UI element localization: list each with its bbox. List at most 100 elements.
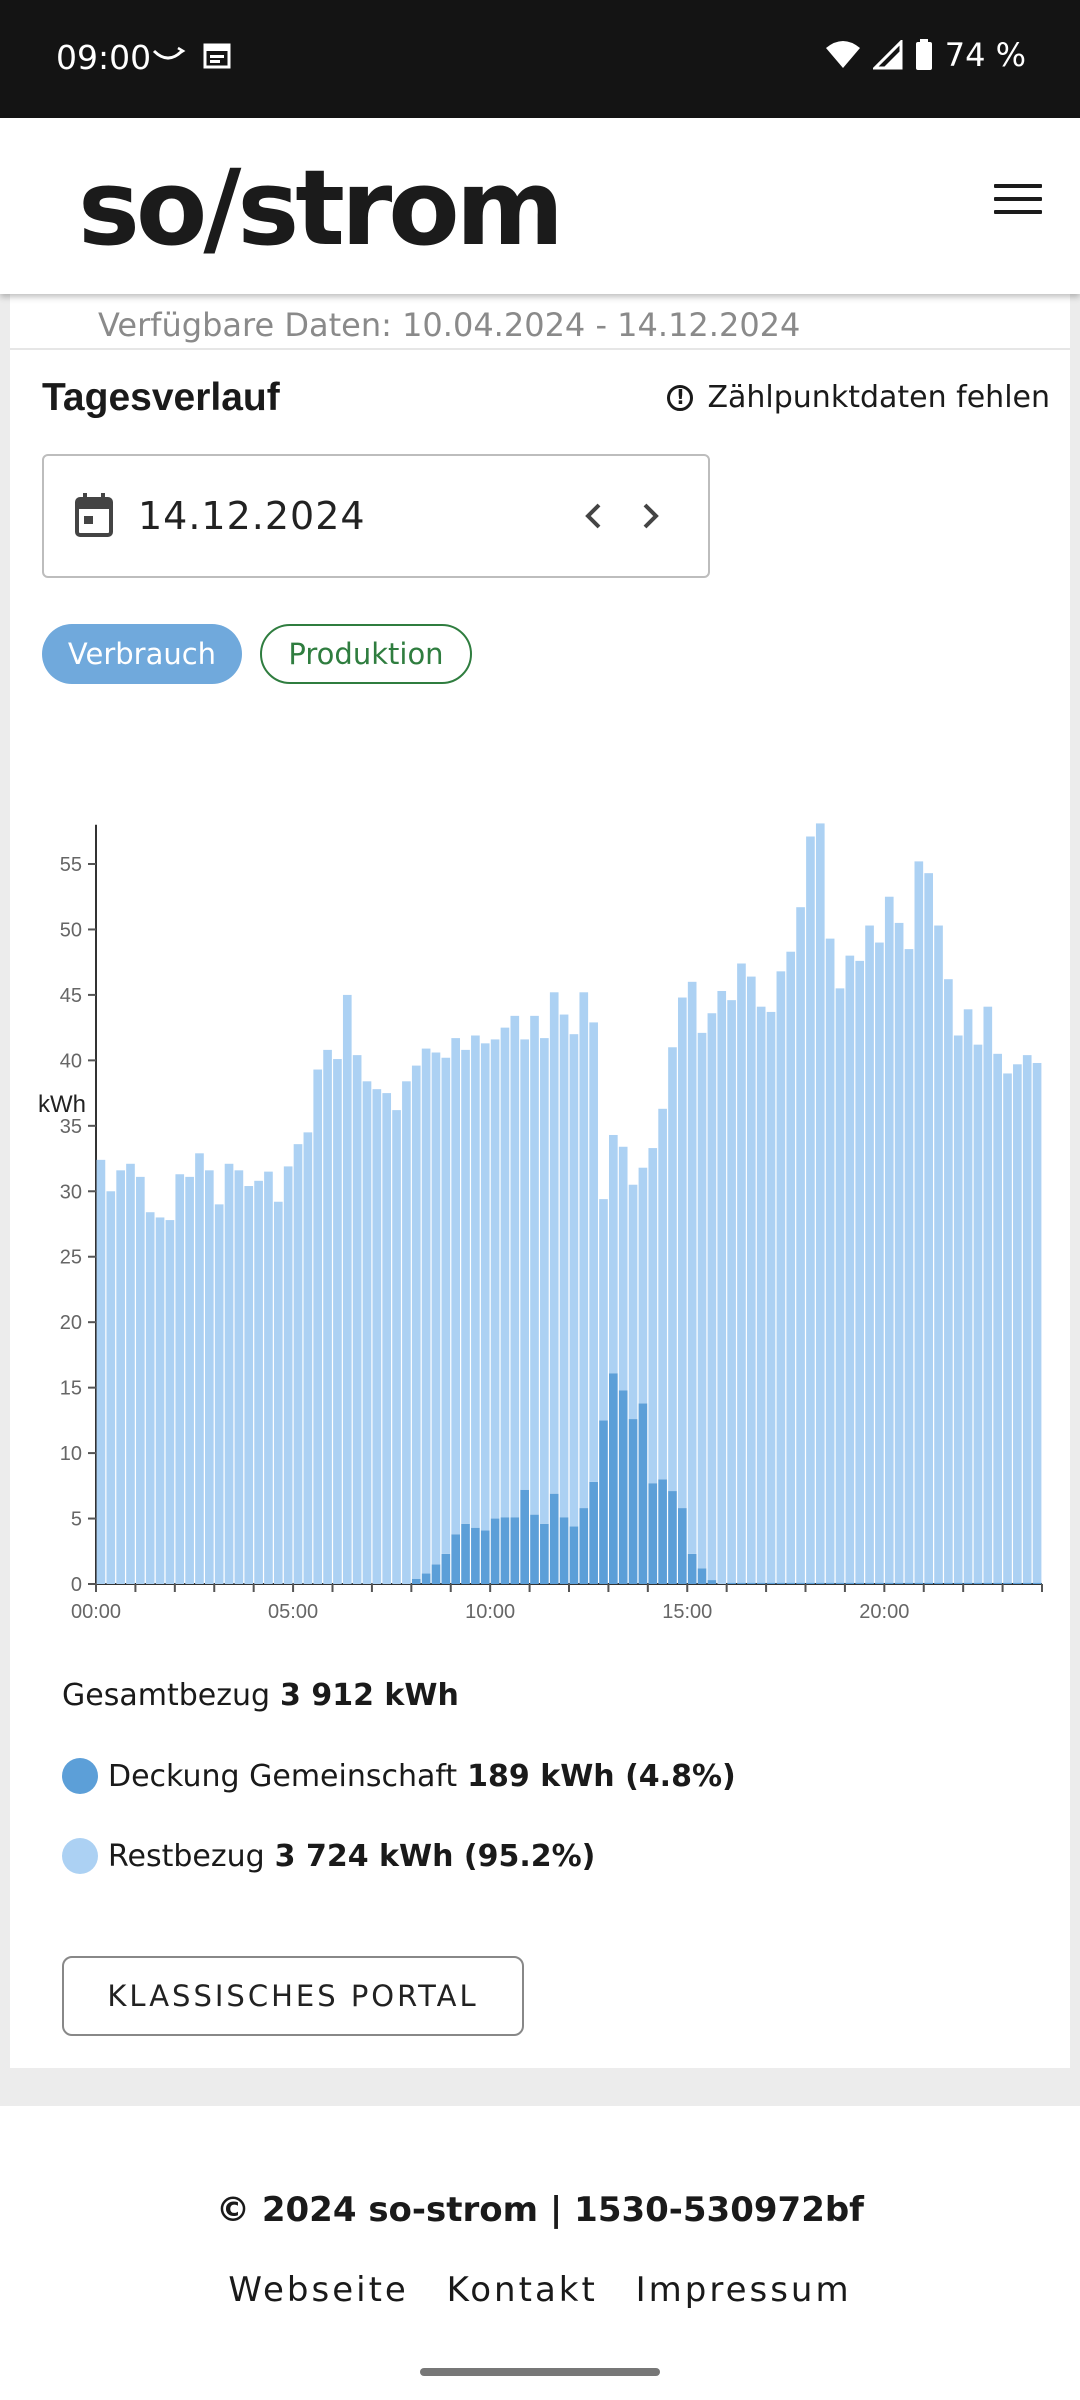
- bar-rest[interactable]: [106, 1191, 116, 1584]
- bar-community[interactable]: [559, 1517, 569, 1584]
- bar-community[interactable]: [687, 1553, 697, 1584]
- bar-community[interactable]: [471, 1527, 480, 1584]
- bar-community[interactable]: [461, 1523, 470, 1584]
- bar-rest[interactable]: [825, 938, 835, 1583]
- bar-community[interactable]: [875, 1582, 884, 1584]
- bar-community[interactable]: [756, 1582, 766, 1584]
- bar-community[interactable]: [796, 1582, 805, 1584]
- bar-community[interactable]: [589, 1481, 598, 1584]
- bar-rest[interactable]: [490, 1039, 500, 1519]
- so-strom-logo[interactable]: so/strom: [78, 147, 564, 269]
- tab-verbrauch[interactable]: Verbrauch: [42, 624, 242, 684]
- bar-community[interactable]: [737, 1582, 746, 1584]
- missing-meter-data-notice[interactable]: Zählpunktdaten fehlen: [667, 380, 1050, 415]
- bar-community[interactable]: [599, 1420, 608, 1584]
- bar-rest[interactable]: [934, 925, 943, 1583]
- bar-community[interactable]: [884, 1582, 894, 1584]
- bar-rest[interactable]: [549, 992, 559, 1494]
- bar-rest[interactable]: [234, 1170, 244, 1584]
- chevron-right-icon[interactable]: [630, 496, 670, 536]
- bar-rest[interactable]: [737, 963, 746, 1583]
- bar-rest[interactable]: [126, 1163, 135, 1584]
- bar-community[interactable]: [707, 1580, 717, 1584]
- bar-rest[interactable]: [865, 925, 874, 1583]
- bar-community[interactable]: [658, 1479, 667, 1584]
- bar-rest[interactable]: [983, 1006, 993, 1583]
- bar-community[interactable]: [904, 1582, 914, 1584]
- bar-rest[interactable]: [904, 949, 914, 1583]
- bar-community[interactable]: [894, 1582, 904, 1584]
- bar-rest[interactable]: [392, 1110, 401, 1584]
- bar-rest[interactable]: [697, 1032, 707, 1569]
- bar-rest[interactable]: [362, 1081, 372, 1584]
- footer-link-webseite[interactable]: Webseite: [228, 2270, 409, 2310]
- bar-rest[interactable]: [707, 1013, 717, 1581]
- bar-rest[interactable]: [786, 951, 796, 1583]
- bar-rest[interactable]: [471, 1035, 480, 1528]
- hamburger-menu-icon[interactable]: [994, 184, 1042, 224]
- bar-rest[interactable]: [1022, 1055, 1032, 1583]
- bar-rest[interactable]: [855, 960, 865, 1583]
- classic-portal-button[interactable]: KLASSISCHES PORTAL: [62, 1956, 524, 2036]
- bar-rest[interactable]: [628, 1184, 638, 1420]
- bar-community[interactable]: [944, 1582, 953, 1584]
- bar-community[interactable]: [618, 1390, 628, 1584]
- bar-rest[interactable]: [569, 1034, 579, 1527]
- bar-community[interactable]: [727, 1582, 736, 1584]
- bar-community[interactable]: [579, 1508, 589, 1584]
- bar-rest[interactable]: [372, 1089, 382, 1584]
- tab-produktion[interactable]: Produktion: [260, 624, 472, 684]
- bar-rest[interactable]: [402, 1081, 411, 1584]
- bar-community[interactable]: [648, 1483, 658, 1584]
- bar-community[interactable]: [973, 1582, 983, 1584]
- bar-rest[interactable]: [145, 1212, 155, 1584]
- bar-community[interactable]: [1013, 1582, 1022, 1584]
- bar-rest[interactable]: [993, 1053, 1002, 1583]
- bar-rest[interactable]: [155, 1217, 165, 1584]
- bar-community[interactable]: [746, 1582, 756, 1584]
- bar-community[interactable]: [638, 1403, 648, 1584]
- bar-community[interactable]: [569, 1526, 579, 1584]
- bar-community[interactable]: [924, 1582, 934, 1584]
- bar-rest[interactable]: [599, 1199, 608, 1421]
- bar-rest[interactable]: [185, 1176, 194, 1584]
- bar-community[interactable]: [431, 1564, 441, 1584]
- bar-rest[interactable]: [224, 1163, 234, 1584]
- bar-rest[interactable]: [638, 1167, 648, 1404]
- bar-rest[interactable]: [500, 1027, 510, 1518]
- bar-community[interactable]: [786, 1582, 796, 1584]
- bar-rest[interactable]: [421, 1048, 431, 1574]
- bar-rest[interactable]: [461, 1049, 470, 1524]
- bar-community[interactable]: [845, 1582, 855, 1584]
- bar-rest[interactable]: [677, 997, 687, 1509]
- bar-community[interactable]: [1022, 1582, 1032, 1584]
- date-picker[interactable]: 14.12.2024: [42, 454, 710, 578]
- bar-community[interactable]: [806, 1582, 815, 1584]
- bar-community[interactable]: [609, 1373, 618, 1584]
- bar-rest[interactable]: [944, 979, 953, 1583]
- bar-community[interactable]: [983, 1582, 993, 1584]
- bar-community[interactable]: [520, 1489, 529, 1584]
- bar-rest[interactable]: [658, 1108, 667, 1480]
- bar-rest[interactable]: [914, 861, 924, 1583]
- bar-rest[interactable]: [756, 1006, 766, 1583]
- bar-community[interactable]: [835, 1582, 845, 1584]
- bar-rest[interactable]: [273, 1201, 283, 1584]
- bar-community[interactable]: [815, 1582, 825, 1584]
- bar-community[interactable]: [411, 1578, 421, 1584]
- bar-community[interactable]: [963, 1582, 973, 1584]
- bar-rest[interactable]: [451, 1038, 461, 1535]
- bar-community[interactable]: [441, 1553, 451, 1584]
- selected-date[interactable]: 14.12.2024: [138, 494, 366, 538]
- bar-rest[interactable]: [214, 1204, 224, 1584]
- bar-rest[interactable]: [806, 836, 815, 1583]
- bar-rest[interactable]: [195, 1153, 204, 1584]
- footer-link-impressum[interactable]: Impressum: [635, 2270, 852, 2310]
- bar-community[interactable]: [953, 1582, 963, 1584]
- bar-rest[interactable]: [687, 981, 697, 1554]
- calendar-icon[interactable]: [74, 492, 114, 538]
- bar-community[interactable]: [421, 1573, 431, 1584]
- bar-rest[interactable]: [963, 1009, 973, 1583]
- bar-rest[interactable]: [746, 976, 756, 1583]
- bar-rest[interactable]: [776, 971, 786, 1583]
